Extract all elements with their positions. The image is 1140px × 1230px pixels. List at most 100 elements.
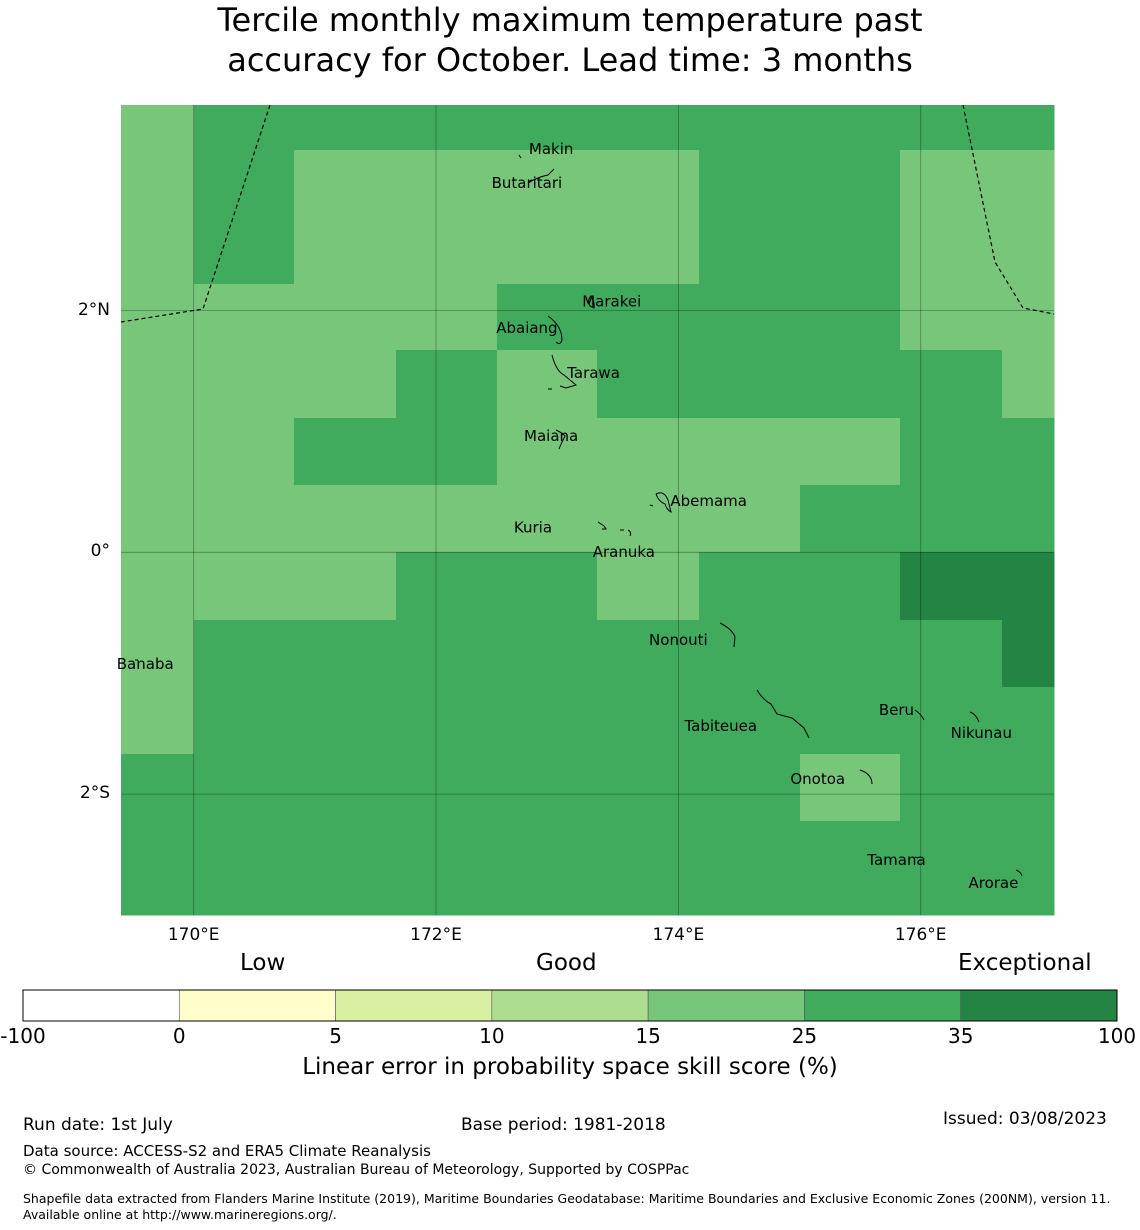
grid-cell bbox=[1002, 150, 1055, 217]
grid-cell bbox=[699, 821, 801, 889]
grid-cell bbox=[294, 485, 397, 553]
grid-cell bbox=[294, 754, 397, 822]
grid-cell bbox=[699, 687, 801, 755]
grid-cell bbox=[1002, 418, 1055, 486]
beru-shape bbox=[914, 709, 925, 721]
eez-boundary-west bbox=[120, 104, 271, 323]
grid-cell bbox=[396, 216, 498, 285]
grid-cell bbox=[396, 888, 498, 916]
colorbar-tick-label: 15 bbox=[635, 1024, 661, 1048]
grid-cell bbox=[294, 150, 397, 217]
grid-cell bbox=[597, 552, 700, 621]
colorbar-segment bbox=[647, 989, 805, 1022]
grid-cell bbox=[900, 105, 1003, 151]
grid-cell bbox=[800, 150, 901, 217]
nikunau-shape bbox=[969, 711, 980, 723]
grid-cell bbox=[396, 552, 498, 621]
grid-cell bbox=[1002, 485, 1055, 553]
longitude-tick-label: 176°E bbox=[894, 925, 947, 945]
grid-cell bbox=[294, 552, 397, 621]
colorbar-segment bbox=[491, 989, 649, 1022]
grid-cell bbox=[396, 150, 498, 217]
grid-cell bbox=[294, 821, 397, 889]
place-label: Abaiang bbox=[496, 319, 557, 337]
grid-cell bbox=[121, 284, 195, 351]
grid-cell bbox=[699, 888, 801, 916]
grid-cell bbox=[396, 284, 498, 351]
grid-cell bbox=[597, 754, 700, 822]
grid-cell bbox=[900, 284, 1003, 351]
grid-cell bbox=[597, 418, 700, 486]
grid-cell bbox=[1002, 216, 1055, 285]
grid-cell bbox=[396, 687, 498, 755]
grid-cell bbox=[597, 216, 700, 285]
latitude-tick-label: 2°S bbox=[79, 783, 110, 804]
base-period: Base period: 1981-2018 bbox=[461, 1115, 666, 1135]
grid-cell bbox=[497, 821, 598, 889]
grid-cell bbox=[699, 754, 801, 822]
grid-cell bbox=[699, 418, 801, 486]
grid-cell bbox=[597, 105, 700, 151]
grid-cell bbox=[194, 552, 295, 621]
grid-cell bbox=[121, 150, 195, 217]
grid-cell bbox=[396, 754, 498, 822]
grid-cell bbox=[294, 687, 397, 755]
grid-cell bbox=[800, 687, 901, 755]
grid-cell bbox=[194, 620, 295, 688]
grid-cell bbox=[900, 485, 1003, 553]
grid-cell bbox=[800, 552, 901, 621]
place-label: Nonouti bbox=[649, 631, 708, 649]
maiana-shape bbox=[555, 429, 566, 450]
grid-cell bbox=[194, 485, 295, 553]
grid-cell bbox=[699, 350, 801, 419]
grid-cell bbox=[497, 284, 598, 351]
grid-cell bbox=[121, 418, 195, 486]
legend-category-low: Low bbox=[240, 950, 286, 976]
colorbar-label: Linear error in probability space skill … bbox=[302, 1054, 838, 1080]
tamana-shape bbox=[914, 856, 919, 859]
colorbar-tick-label: 10 bbox=[479, 1024, 505, 1048]
colorbar-tick-label: 0 bbox=[172, 1024, 186, 1048]
grid-cell bbox=[800, 821, 901, 889]
colorbar-segment bbox=[335, 989, 493, 1022]
grid-cell bbox=[294, 284, 397, 351]
place-label: Kuria bbox=[514, 519, 552, 537]
marakei-shape bbox=[588, 295, 595, 309]
grid-cell bbox=[194, 105, 295, 151]
grid-cell bbox=[1002, 105, 1055, 151]
colorbar-tick-label: 25 bbox=[791, 1024, 818, 1048]
grid-cell bbox=[121, 350, 195, 419]
grid-cell bbox=[699, 552, 801, 621]
tarawa-shape bbox=[548, 354, 578, 390]
grid-cell bbox=[800, 105, 901, 151]
copyright: © Commonwealth of Australia 2023, Austra… bbox=[23, 1162, 690, 1178]
grid-cell bbox=[497, 687, 598, 755]
place-label: Marakei bbox=[582, 293, 641, 311]
grid-cell bbox=[597, 485, 700, 553]
place-label: Beru bbox=[879, 701, 914, 719]
longitude-tick-label: 170°E bbox=[167, 925, 220, 945]
colorbar-segment bbox=[22, 989, 180, 1022]
legend-category-exceptional: Exceptional bbox=[958, 950, 1092, 976]
colorbar-segment bbox=[178, 989, 336, 1022]
grid-cell bbox=[800, 620, 901, 688]
grid-cell bbox=[497, 888, 598, 916]
place-label: Abemama bbox=[670, 492, 747, 510]
grid-cell bbox=[597, 150, 700, 217]
grid-cell bbox=[194, 821, 295, 889]
grid-cell bbox=[396, 620, 498, 688]
abaiang-shape bbox=[547, 315, 563, 345]
colorbar-tick-label: 35 bbox=[947, 1024, 974, 1048]
grid-cell bbox=[121, 754, 195, 822]
place-label: Maiana bbox=[524, 427, 578, 445]
colorbar-tick-label: -100 bbox=[0, 1024, 46, 1048]
grid-cell bbox=[900, 888, 1003, 916]
grid-cell bbox=[121, 687, 195, 755]
grid-cell bbox=[294, 105, 397, 151]
arorae-shape bbox=[1015, 869, 1023, 877]
kuria-shape bbox=[597, 521, 632, 537]
grid-cell bbox=[497, 620, 598, 688]
grid-cell bbox=[396, 105, 498, 151]
nonouti-shape bbox=[719, 622, 736, 648]
grid-cell bbox=[194, 687, 295, 755]
